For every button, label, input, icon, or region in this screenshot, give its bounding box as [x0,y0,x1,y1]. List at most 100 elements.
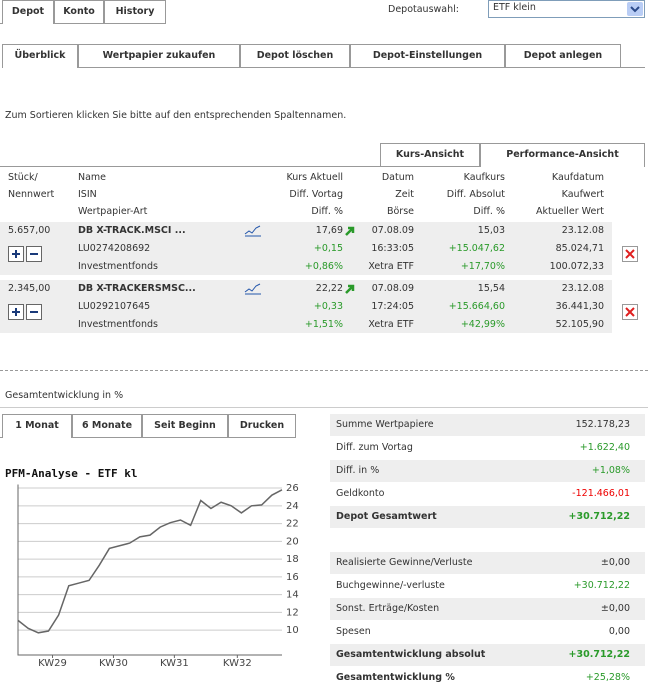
column-header[interactable]: Datum [381,172,414,183]
x-tick-label: KW32 [223,658,252,669]
summary-value: +30.712,22 [573,580,630,591]
view-line [0,166,380,167]
sub-tab[interactable]: Wertpapier zukaufen [78,44,240,68]
column-header[interactable]: Name [78,172,107,183]
summary-label: Buchgewinne/-verluste [336,580,445,591]
y-tick-label: 14 [286,590,299,601]
view-tab-kurs[interactable]: Kurs-Ansicht [380,143,480,167]
column-header[interactable]: Kaufkurs [463,172,505,183]
delete-button[interactable] [622,304,638,320]
column-header[interactable]: Nennwert [8,189,55,200]
summary-value: ±0,00 [600,557,630,568]
position-row [0,280,612,333]
plus-button[interactable] [8,304,24,320]
tab-konto[interactable]: Konto [54,0,104,24]
column-header[interactable]: Börse [386,206,414,217]
tab-depot[interactable]: Depot [2,0,54,24]
x-tick-label: KW29 [38,658,67,669]
column-header[interactable]: Wertpapier-Art [78,206,148,217]
position-field: Investmentfonds [78,261,158,272]
column-header[interactable]: Kaufdatum [551,172,604,183]
view-tab-performance[interactable]: Performance-Ansicht [480,143,645,167]
tab-history[interactable]: History [104,0,166,24]
summary-label: Geldkonto [336,488,385,499]
summary-label: Diff. zum Vortag [336,442,413,453]
position-field: +0,15 [313,243,343,254]
summary-label: Spesen [336,626,371,637]
divider [0,370,648,371]
summary-value: 0,00 [608,626,630,637]
summary-row [330,621,645,643]
y-tick-label: 18 [286,554,299,565]
position-field: +17,70% [460,261,505,272]
chart: PFM-Analyse - ETF kl 10 12 14 16 18 20 22 24 26 K… [5,467,299,669]
position-field: Xetra ETF [368,319,414,330]
column-header[interactable]: Diff. Vortag [289,189,343,200]
summary-value: +1,08% [591,465,630,476]
position-field: 52.105,90 [555,319,604,330]
y-tick-label: 10 [286,625,299,636]
position-field: 07.08.09 [371,225,414,236]
summary-label: Summe Wertpapiere [336,419,434,430]
summary-label: Sonst. Erträge/Kosten [336,603,440,614]
period-tab[interactable]: Seit Beginn [142,414,228,438]
plus-button[interactable] [8,246,24,262]
x-tick-label: KW31 [160,658,189,669]
column-header[interactable]: Diff. % [473,206,505,217]
column-header[interactable]: Stück/ [8,172,38,183]
depot-select[interactable]: ETF klein [488,0,645,18]
axis-frame [17,484,282,656]
y-tick-label: 16 [286,572,299,583]
position-field: 07.08.09 [371,283,414,294]
position-row [0,222,612,275]
position-field: DB X-TRACKERSMSC... [78,283,196,294]
position-field: 16:33:05 [371,243,414,254]
section-line [0,407,648,408]
position-field: 36.441,30 [555,301,604,312]
column-header[interactable]: Diff. Absolut [446,189,505,200]
column-header[interactable]: Zeit [395,189,414,200]
summary-value: +30.712,22 [568,649,630,660]
trend-arrow [345,284,355,294]
period-tab[interactable]: Drucken [228,414,296,438]
select-arrow [627,2,643,16]
summary-label: Diff. in % [336,465,380,476]
select-label: Depotauswahl: [388,4,459,15]
column-header[interactable]: ISIN [78,189,97,200]
sub-tab[interactable]: Depot anlegen [505,44,621,68]
position-field: +15.047,62 [448,243,505,254]
minus-button[interactable] [26,304,42,320]
summary-value: 152.178,23 [575,419,630,430]
position-field: LU0274208692 [78,243,151,254]
position-field: 23.12.08 [561,225,604,236]
summary-value: -121.466,01 [572,488,630,499]
column-header[interactable]: Diff. % [311,206,343,217]
position-field: 22,22 [315,283,343,294]
column-header[interactable]: Kurs Aktuell [286,172,343,183]
sub-tab[interactable]: Depot-Einstellungen [350,44,505,68]
period-tab[interactable]: 1 Monat [2,414,72,438]
summary-label: Gesamtentwicklung absolut [336,649,486,660]
position-field: Xetra ETF [368,261,414,272]
summary-value: +30.712,22 [568,511,630,522]
position-field: 15,54 [477,283,505,294]
summary-value: +25,28% [585,672,630,683]
minus-button[interactable] [26,246,42,262]
position-field: 85.024,71 [555,243,604,254]
chart-icon[interactable] [244,225,262,237]
summary-row [330,414,645,436]
section-title: Gesamtentwicklung in % [5,390,124,401]
position-field: +1,51% [304,319,343,330]
column-header[interactable]: Kaufwert [561,189,604,200]
chart-icon[interactable] [244,283,262,295]
summary-row [330,644,645,666]
position-field: +15.664,60 [448,301,505,312]
column-header[interactable]: Aktueller Wert [536,206,604,217]
sub-tab[interactable]: Depot löschen [240,44,350,68]
sort-hint: Zum Sortieren klicken Sie bitte auf den … [5,110,347,121]
position-field: 15,03 [477,225,505,236]
position-field: 100.072,33 [549,261,604,272]
period-tab[interactable]: 6 Monate [72,414,142,438]
sub-tab[interactable]: Überblick [2,44,78,68]
delete-button[interactable] [622,246,638,262]
